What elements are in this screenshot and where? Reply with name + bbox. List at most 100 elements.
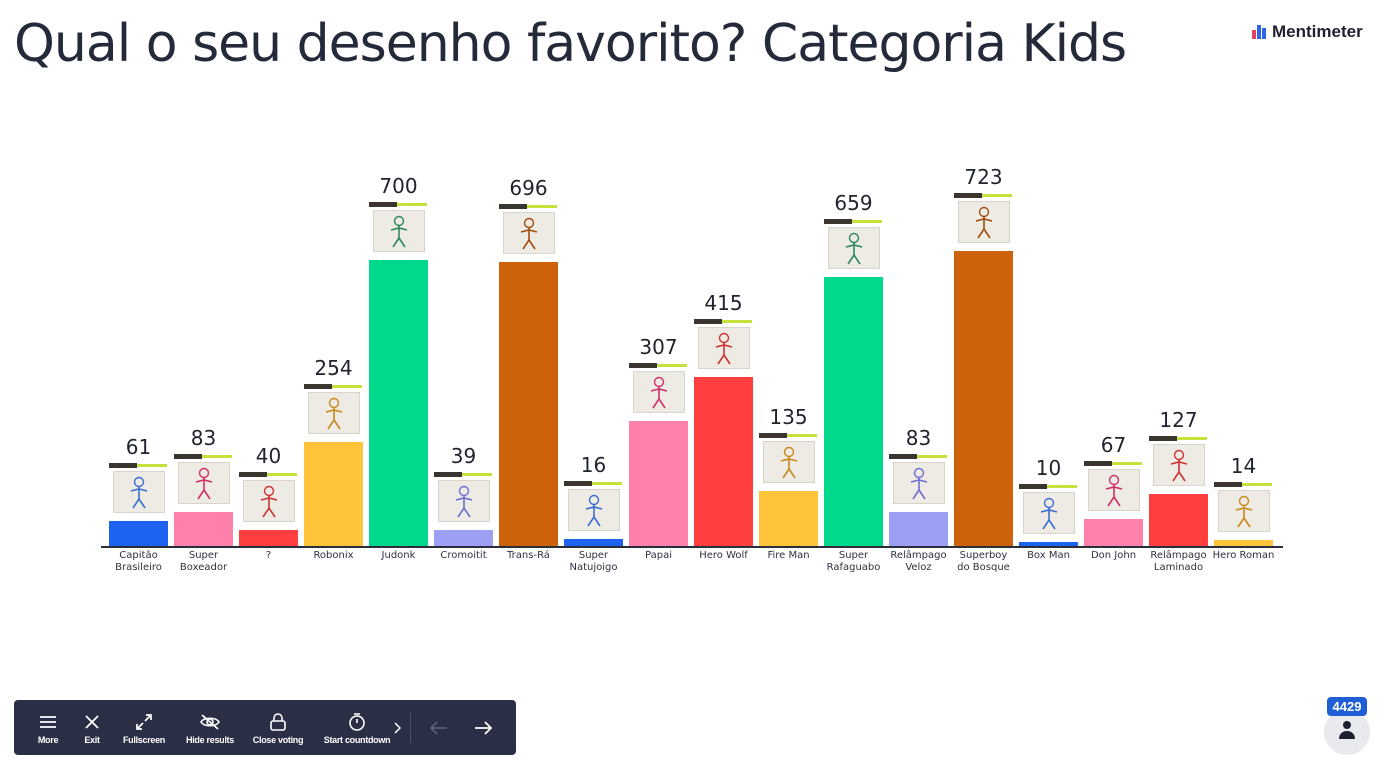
person-icon xyxy=(1338,720,1356,744)
option-image-thumbnail xyxy=(828,227,880,269)
expand-toolbar-button[interactable] xyxy=(390,700,404,755)
bar-value-label: 39 xyxy=(450,444,477,468)
option-image-thumbnail xyxy=(243,480,295,522)
option-image-thumbnail xyxy=(633,371,685,413)
category-label: Hero Roman xyxy=(1212,550,1275,561)
exit-label: Exit xyxy=(84,734,100,745)
option-image-thumbnail xyxy=(958,201,1010,243)
bar-value-label: 83 xyxy=(190,426,217,450)
next-slide-button[interactable] xyxy=(468,700,498,755)
category-label: Relâmpago Laminado xyxy=(1150,550,1207,573)
bar-12 xyxy=(824,277,883,546)
category-label: Don John xyxy=(1090,550,1137,561)
option-image-thumbnail xyxy=(893,462,945,504)
exit-button[interactable]: Exit xyxy=(74,700,110,755)
previous-slide-button[interactable] xyxy=(424,700,454,755)
bar-value-label: 61 xyxy=(125,435,152,459)
bar-13 xyxy=(889,512,948,546)
bar-value-label: 40 xyxy=(255,444,282,468)
option-image-thumbnail xyxy=(373,210,425,252)
bar-1 xyxy=(109,521,168,546)
bar-9 xyxy=(629,421,688,546)
category-label: Fire Man xyxy=(767,550,810,561)
bar-value-label: 14 xyxy=(1230,454,1257,478)
close-voting-button[interactable]: Close voting xyxy=(250,700,306,755)
more-button[interactable]: More xyxy=(28,700,68,755)
bar-15 xyxy=(1019,542,1078,546)
bar-3 xyxy=(239,530,298,546)
bar-value-label: 10 xyxy=(1035,456,1062,480)
option-image-thumbnail xyxy=(763,441,815,483)
bar-11 xyxy=(759,491,818,546)
bar-7 xyxy=(499,262,558,546)
option-image-thumbnail xyxy=(308,392,360,434)
arrow-left-icon xyxy=(430,717,448,739)
bar-18 xyxy=(1214,540,1273,546)
bar-4 xyxy=(304,442,363,546)
option-image-thumbnail xyxy=(113,471,165,513)
category-label: Trans-Rá xyxy=(507,550,550,561)
arrow-right-icon xyxy=(474,717,492,739)
option-image-thumbnail xyxy=(1088,469,1140,511)
option-image-thumbnail xyxy=(698,327,750,369)
bar-value-label: 135 xyxy=(769,405,808,429)
bar-10 xyxy=(694,377,753,546)
page-title: Qual o seu desenho favorito? Categoria K… xyxy=(14,14,1127,74)
more-label: More xyxy=(37,734,59,745)
close-icon xyxy=(84,711,100,733)
participant-count-badge: 4429 xyxy=(1327,697,1367,716)
mentimeter-icon xyxy=(1252,25,1266,39)
category-label: Robonix xyxy=(313,550,354,561)
category-label: Cromoitit xyxy=(440,550,487,561)
bar-value-label: 83 xyxy=(905,426,932,450)
bar-16 xyxy=(1084,519,1143,546)
toolbar-divider xyxy=(410,712,411,743)
bar-value-label: 659 xyxy=(834,191,873,215)
start-countdown-button[interactable]: Start countdown xyxy=(322,700,392,755)
option-image-thumbnail xyxy=(1023,492,1075,534)
fullscreen-button[interactable]: Fullscreen xyxy=(120,700,168,755)
category-label: Super Boxeador xyxy=(179,550,228,573)
brand-name: Mentimeter xyxy=(1272,22,1363,41)
participants-button[interactable] xyxy=(1324,709,1370,755)
hide-results-button[interactable]: Hide results xyxy=(182,700,238,755)
brand-logo: Mentimeter xyxy=(1252,22,1363,42)
lock-icon xyxy=(269,711,287,733)
category-label: Relâmpago Veloz xyxy=(890,550,947,573)
chart-baseline xyxy=(101,546,1283,548)
bar-value-label: 723 xyxy=(964,165,1003,189)
option-image-thumbnail xyxy=(1153,444,1205,486)
bar-value-label: 307 xyxy=(639,335,678,359)
category-label: Capitão Brasileiro xyxy=(115,550,162,573)
option-image-thumbnail xyxy=(1218,490,1270,532)
hide-results-label: Hide results xyxy=(186,734,234,745)
fullscreen-icon xyxy=(135,711,153,733)
presenter-toolbar: More Exit Fullscreen Hide results Close … xyxy=(14,700,516,755)
option-image-thumbnail xyxy=(503,212,555,254)
category-label: Papai xyxy=(645,550,672,561)
bar-17 xyxy=(1149,494,1208,546)
bar-6 xyxy=(434,530,493,546)
option-image-thumbnail xyxy=(438,480,490,522)
fullscreen-label: Fullscreen xyxy=(122,734,166,745)
option-image-thumbnail xyxy=(568,489,620,531)
bar-value-label: 127 xyxy=(1159,408,1198,432)
bar-5 xyxy=(369,260,428,546)
bar-value-label: 696 xyxy=(509,176,548,200)
bar-value-label: 415 xyxy=(704,291,743,315)
bar-value-label: 254 xyxy=(314,356,353,380)
category-label: Box Man xyxy=(1027,550,1070,561)
close-voting-label: Close voting xyxy=(252,734,304,745)
option-image-thumbnail xyxy=(178,462,230,504)
bar-2 xyxy=(174,512,233,546)
timer-icon xyxy=(348,711,366,733)
bar-14 xyxy=(954,251,1013,546)
bar-value-label: 67 xyxy=(1100,433,1127,457)
category-label: Superboy do Bosque xyxy=(957,550,1010,573)
eye-off-icon xyxy=(199,711,221,733)
bar-8 xyxy=(564,539,623,546)
category-label: Hero Wolf xyxy=(699,550,748,561)
bar-value-label: 16 xyxy=(580,453,607,477)
chevron-right-icon xyxy=(393,717,401,739)
start-countdown-label: Start countdown xyxy=(323,734,391,745)
